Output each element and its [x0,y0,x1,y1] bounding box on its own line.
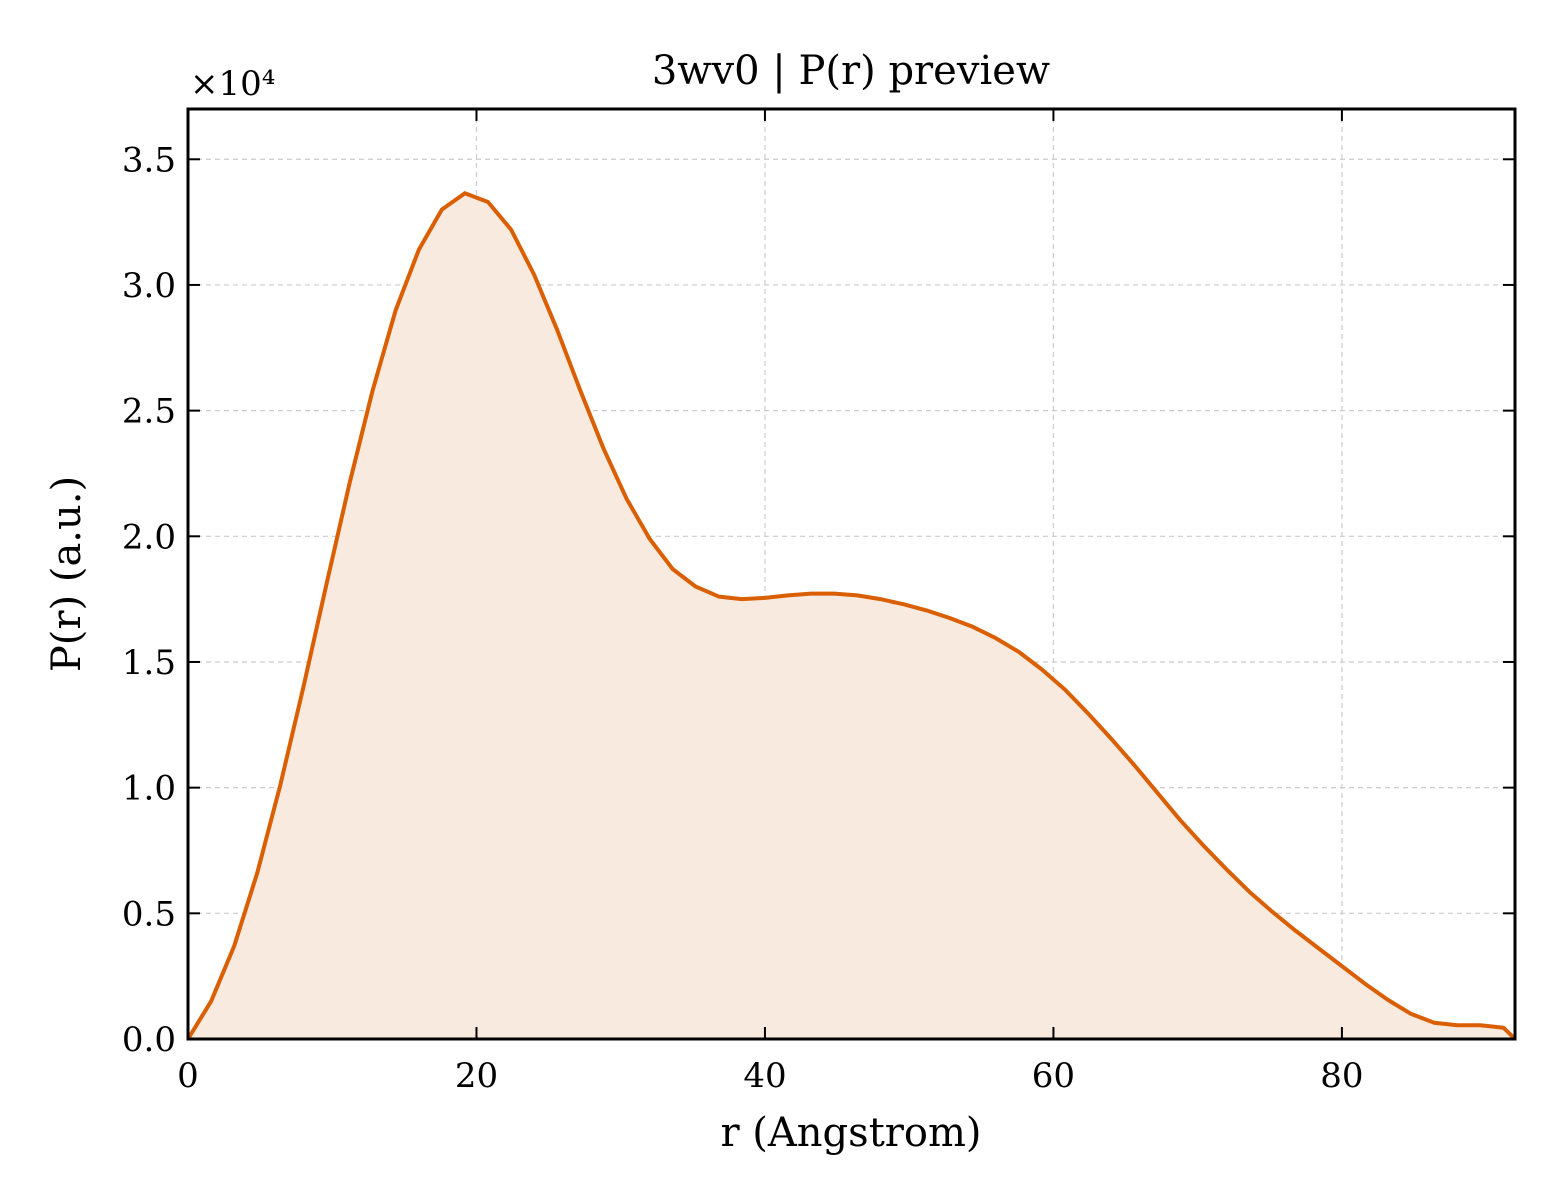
y-tick-label: 2.5 [122,392,176,432]
x-tick-label: 40 [743,1056,786,1096]
area-fill [188,193,1515,1039]
x-axis-label: r (Angstrom) [720,1110,981,1156]
y-axis-label: P(r) (a.u.) [44,476,90,672]
x-tick-label: 60 [1032,1056,1075,1096]
x-tick-label: 20 [455,1056,498,1096]
chart-title: 3wv0 | P(r) preview [652,48,1050,94]
y-multiplier-label: ×10⁴ [190,64,275,104]
y-tick-label: 3.5 [122,140,176,180]
y-tick-label: 0.0 [122,1020,176,1060]
y-tick-label: 0.5 [122,894,176,934]
plot-frame [186,107,1517,1041]
y-tick-label: 1.5 [122,643,176,683]
ticks: 0 20 40 60 80 0.0 0.5 1.0 1.5 2.0 2.5 3.0 3.5 [122,109,1515,1096]
x-tick-label: 80 [1320,1056,1363,1096]
y-tick-label: 1.0 [122,769,176,809]
y-tick-label: 3.0 [122,266,176,306]
x-tick-label: 0 [177,1056,199,1096]
y-tick-label: 2.0 [122,517,176,557]
series-line [186,191,1517,1041]
